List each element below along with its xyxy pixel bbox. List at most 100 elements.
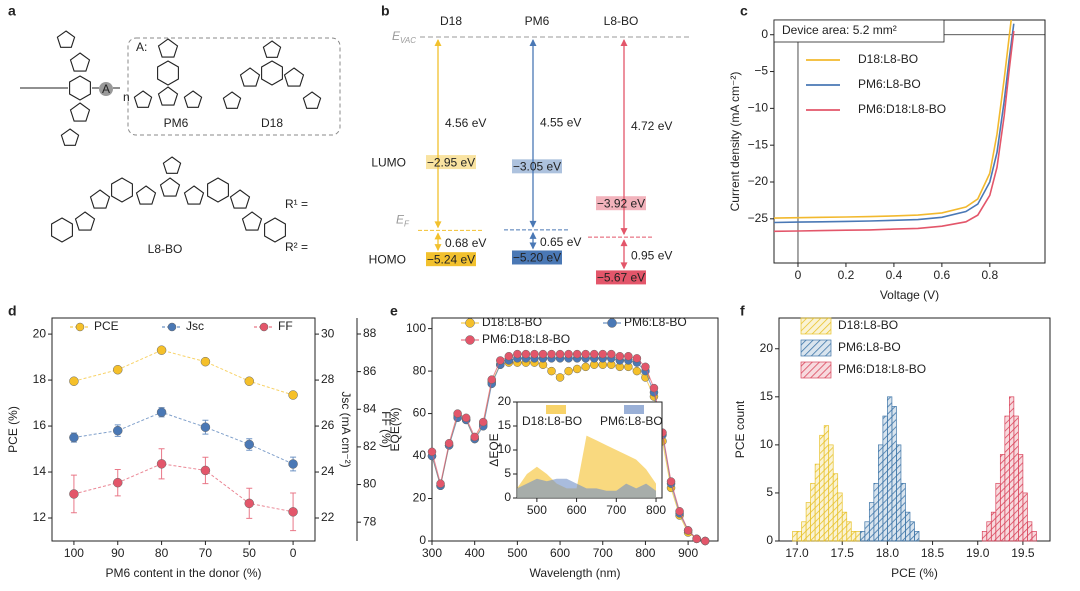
y-axis-label: Jsc (mA cm⁻²)	[339, 391, 353, 467]
ring	[157, 60, 179, 86]
marker	[504, 351, 514, 361]
ring	[302, 91, 322, 109]
hist-bar	[999, 454, 1006, 542]
ring	[229, 189, 251, 209]
gap-label: 4.55 eV	[540, 116, 581, 130]
legend-marker	[259, 322, 269, 332]
y-tick-label: 26	[321, 418, 335, 432]
hist-bar	[814, 463, 821, 542]
ring	[222, 91, 242, 109]
molecule-label: D18	[261, 116, 283, 130]
group-label: A:	[136, 40, 147, 54]
vacuum-label: EVAC	[392, 29, 416, 45]
hist-bar	[873, 482, 879, 542]
arrow-head	[620, 228, 628, 236]
y-tick-label: 10	[760, 437, 774, 451]
lumo-bar	[596, 196, 646, 211]
y-tick-label: 80	[363, 477, 377, 491]
y-tick-label: 20	[33, 326, 47, 340]
x-tick-label: 70	[199, 546, 213, 560]
ring	[157, 38, 179, 58]
hist-bar	[1027, 521, 1033, 542]
y-tick-label: 24	[321, 464, 335, 478]
marker	[288, 459, 298, 469]
series-line	[73, 411, 294, 465]
y-tick-label: 20	[498, 394, 512, 408]
ring	[159, 177, 181, 197]
y-tick-label: 30	[321, 326, 335, 340]
gap-label: 0.68 eV	[445, 236, 486, 250]
homo-bar	[596, 270, 646, 285]
x-tick-label: 600	[567, 503, 587, 517]
x-axis-label: PCE (%)	[891, 566, 938, 580]
arrow-head	[434, 39, 442, 46]
fermi-label: EF	[396, 213, 410, 229]
y-tick-label: −15	[748, 137, 769, 151]
x-tick-label: 900	[678, 546, 698, 560]
hist-bar	[905, 511, 911, 542]
y-tick-label: −25	[748, 211, 769, 225]
hist-bar	[864, 521, 870, 542]
panel-label: d	[8, 303, 17, 319]
gap-label: 0.65 eV	[540, 235, 581, 249]
series-name: D18	[440, 14, 462, 28]
ring	[69, 75, 91, 101]
x-tick-label: 0.4	[886, 268, 903, 282]
panel-label: b	[381, 3, 390, 19]
marker	[69, 432, 79, 443]
marker	[113, 477, 123, 488]
legend-swatch	[800, 317, 832, 335]
hist-bar	[914, 531, 920, 542]
y-tick-label: −5	[754, 64, 768, 78]
marker	[496, 356, 505, 365]
arrow-head	[620, 39, 628, 46]
legend-marker	[465, 335, 475, 345]
marker	[607, 349, 616, 359]
hist-bar	[841, 511, 848, 542]
homo-label: −5.67 eV	[597, 271, 645, 285]
marker	[581, 362, 590, 372]
hist-bar	[900, 482, 906, 542]
lumo-label: −3.05 eV	[513, 159, 561, 173]
arrow-head	[434, 221, 442, 229]
x-tick-label: 300	[422, 546, 442, 560]
x-tick-label: 500	[507, 546, 527, 560]
substituent-label: R¹ =	[285, 197, 308, 211]
homo-label: −5.24 eV	[427, 252, 475, 266]
marker	[572, 364, 582, 374]
marker	[555, 373, 565, 382]
arrow-head	[529, 231, 537, 239]
hist-bar	[810, 482, 816, 542]
legend-label: FF	[278, 319, 293, 333]
marker	[288, 507, 298, 517]
y-tick-label: 28	[321, 372, 335, 386]
marker	[444, 439, 454, 448]
annotation-box	[773, 19, 945, 43]
legend-marker	[167, 322, 177, 332]
x-axis-label: Voltage (V)	[880, 288, 939, 302]
marker	[564, 366, 573, 376]
legend-swatch	[546, 405, 566, 414]
y-tick-label: 0	[766, 533, 773, 547]
level-label: LUMO	[371, 155, 406, 169]
hist-bar	[1031, 531, 1037, 542]
x-tick-label: 800	[646, 503, 666, 517]
hist-bar	[837, 492, 843, 542]
hist-bar	[828, 444, 834, 542]
series-line	[73, 463, 294, 513]
marker	[572, 349, 582, 359]
y-tick-label: 0	[504, 490, 511, 504]
x-tick-label: 0.6	[934, 268, 951, 282]
y-tick-label: 0	[761, 27, 768, 41]
y-tick-label: 82	[363, 439, 377, 453]
marker	[244, 498, 254, 509]
marker	[649, 383, 659, 393]
ring	[56, 30, 76, 48]
legend-swatch	[800, 361, 832, 379]
y-tick-label: 22	[321, 510, 335, 524]
x-tick-label: 19.5	[1011, 546, 1035, 560]
ring	[69, 52, 91, 72]
arrow-head	[529, 39, 537, 46]
hist-bar	[1008, 396, 1015, 542]
x-tick-label: 0.8	[981, 268, 998, 282]
